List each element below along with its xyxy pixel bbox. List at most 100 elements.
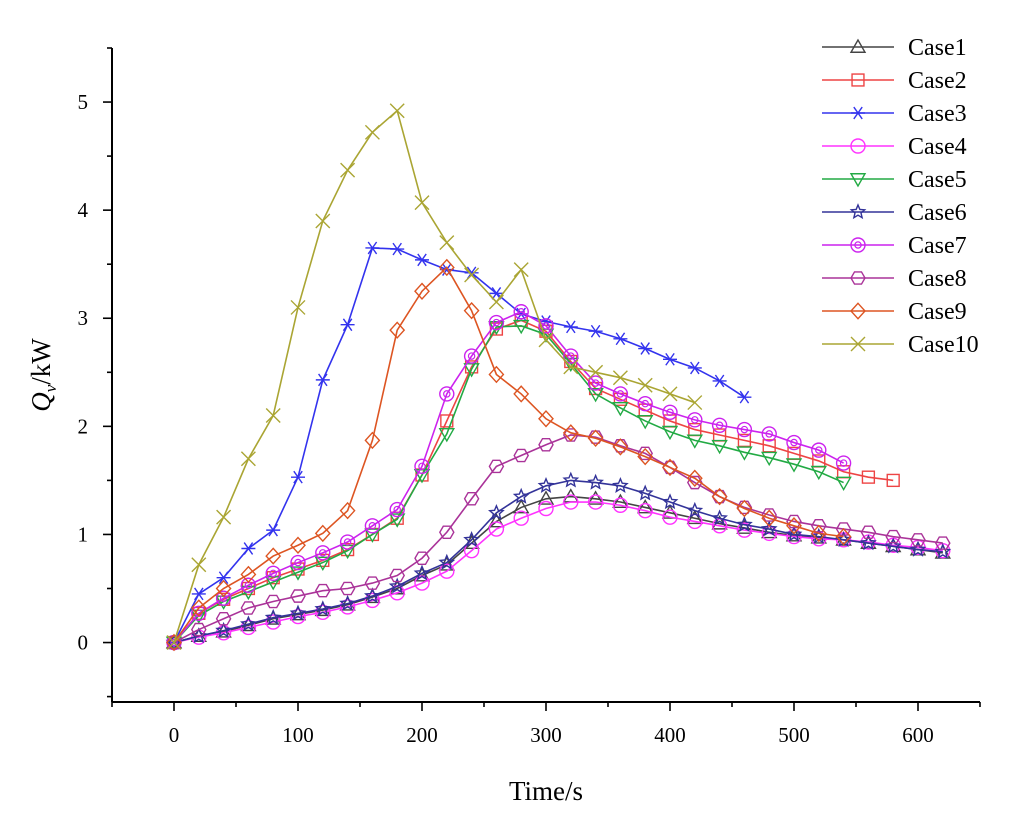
data-point [315, 604, 331, 620]
data-point [810, 465, 828, 481]
data-point [686, 469, 703, 487]
data-point [711, 417, 728, 433]
data-point-core [839, 459, 848, 467]
series-case6 [165, 471, 952, 650]
data-point [850, 237, 866, 253]
data-point [661, 493, 679, 510]
data-point [851, 106, 865, 120]
legend: Case1 Case2 Case3 Case4 Case5 Case6 Case7 Case8… [822, 35, 979, 358]
data-point [290, 589, 306, 603]
legend-label: Case1 [908, 35, 967, 61]
x-tick-label: 500 [778, 723, 810, 747]
data-point [190, 622, 207, 637]
data-point-core [715, 421, 724, 430]
data-point [563, 320, 578, 334]
data-point [711, 439, 728, 455]
data-point [910, 533, 926, 547]
data-point-ring [736, 421, 753, 438]
data-point [365, 241, 380, 255]
data-point [290, 536, 306, 554]
data-point [835, 455, 852, 471]
data-point-ring [587, 375, 604, 391]
data-point-ring [191, 605, 207, 622]
data-point [612, 370, 628, 386]
data-point [686, 434, 704, 449]
data-point-ring [761, 426, 777, 442]
legend-item-case8: Case8 [822, 266, 967, 292]
data-point [290, 608, 306, 625]
data-point [637, 395, 653, 412]
data-point [934, 542, 952, 559]
data-point [662, 509, 678, 525]
data-point [340, 162, 356, 178]
data-point [636, 414, 654, 430]
data-point [562, 424, 579, 442]
data-point-ring [364, 518, 381, 534]
data-point [661, 425, 679, 441]
data-point [612, 386, 629, 402]
data-point [488, 314, 505, 331]
data-point [835, 531, 852, 547]
data-point [513, 448, 530, 463]
data-point [662, 386, 678, 402]
data-point [339, 534, 356, 550]
data-point [587, 494, 604, 510]
data-point [512, 499, 530, 514]
data-point [513, 262, 529, 278]
data-point [440, 414, 454, 428]
data-point [861, 470, 876, 484]
data-point [537, 490, 555, 505]
data-point-core [854, 241, 862, 249]
data-point [463, 531, 480, 547]
data-point [314, 583, 331, 598]
legend-item-case2: Case2 [822, 68, 967, 94]
data-point [736, 500, 753, 515]
data-point [463, 492, 480, 506]
data-point-ring [463, 348, 480, 364]
data-point-ring [439, 386, 455, 402]
data-point [290, 554, 306, 571]
data-point-ring [240, 577, 257, 593]
data-point [314, 556, 332, 571]
data-point-core [591, 379, 600, 387]
data-point [265, 565, 281, 582]
data-point [637, 447, 654, 466]
data-point [587, 429, 604, 447]
data-point [191, 557, 207, 573]
data-point [364, 518, 381, 534]
data-point-core [368, 522, 377, 530]
data-point [315, 213, 331, 229]
data-point [909, 540, 927, 557]
data-point [488, 294, 504, 310]
data-point [241, 542, 256, 555]
legend-item-case7: Case7 [822, 233, 967, 259]
data-point-core [691, 416, 699, 424]
data-point [240, 585, 257, 601]
legend-item-case1: Case1 [822, 35, 967, 61]
data-point [663, 352, 677, 366]
data-point-core [343, 538, 352, 546]
y-tick-label: 4 [78, 198, 89, 222]
data-point [513, 385, 530, 403]
data-point [538, 500, 554, 517]
legend-label: Case2 [908, 68, 967, 94]
data-point-ring [513, 304, 529, 320]
data-point [289, 566, 307, 581]
data-point [638, 342, 653, 355]
data-point [388, 577, 406, 594]
data-point-core [765, 430, 773, 438]
data-point [389, 103, 405, 119]
x-tick-label: 400 [654, 723, 686, 747]
data-point [413, 564, 431, 581]
data-point [388, 513, 406, 528]
data-point [389, 501, 405, 518]
data-point [463, 363, 480, 378]
data-point [612, 476, 629, 493]
data-point [934, 536, 951, 550]
legend-label: Case4 [908, 134, 967, 160]
data-point [389, 321, 406, 339]
data-point [860, 525, 877, 540]
data-point [266, 523, 281, 537]
y-axis-label: Qv/kW [26, 338, 60, 412]
data-point [886, 473, 900, 488]
